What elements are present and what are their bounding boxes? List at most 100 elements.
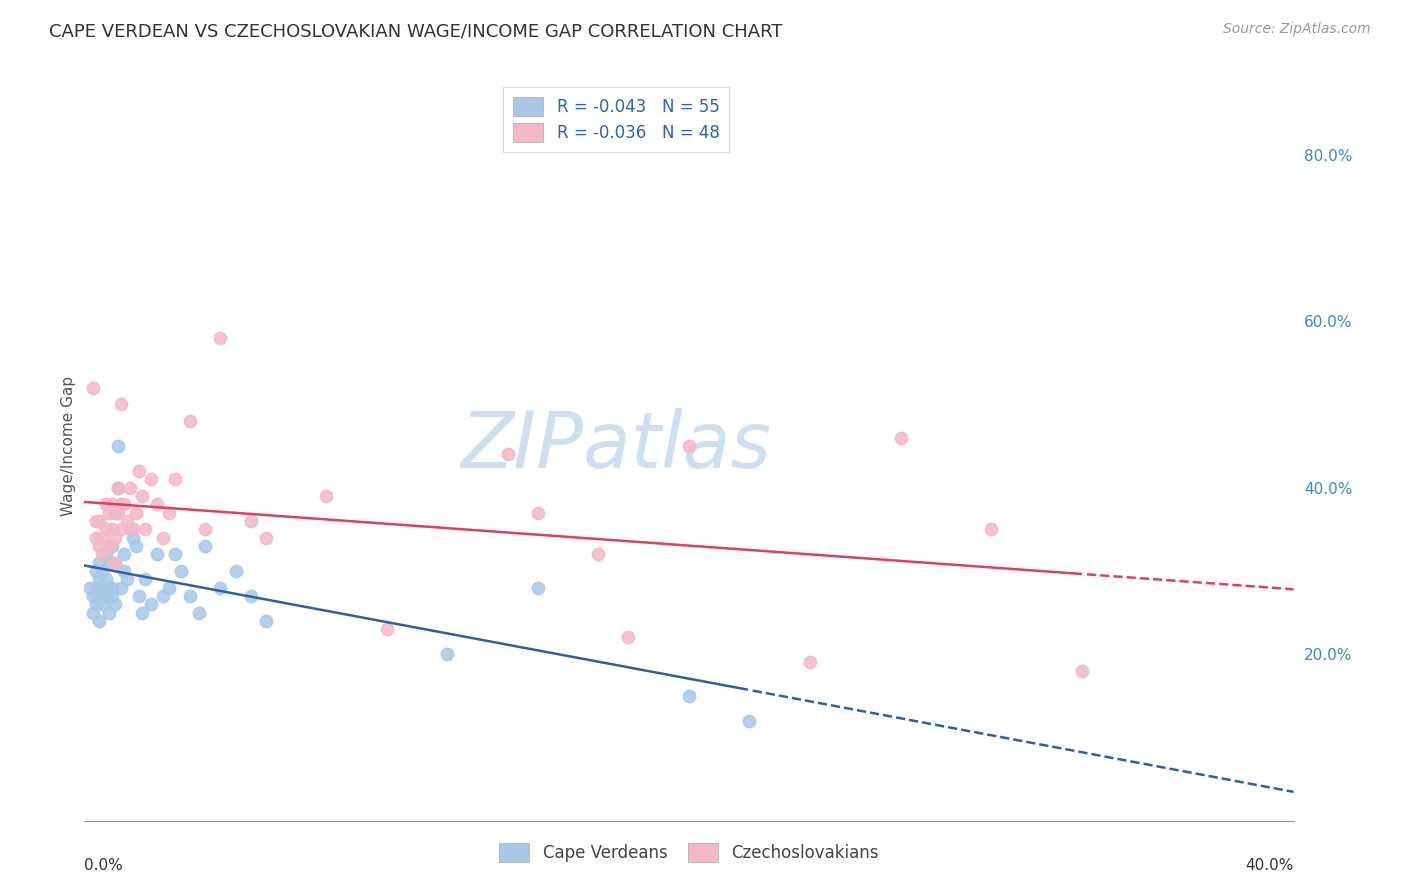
Point	[209, 581, 232, 595]
Point	[194, 522, 217, 536]
Point	[315, 489, 337, 503]
Point	[134, 572, 156, 586]
Point	[225, 564, 247, 578]
Point	[375, 622, 398, 636]
Point	[617, 631, 640, 645]
Point	[165, 472, 187, 486]
Point	[86, 597, 108, 611]
Point	[89, 581, 111, 595]
Point	[89, 539, 111, 553]
Point	[86, 564, 108, 578]
Point	[104, 597, 127, 611]
Text: CAPE VERDEAN VS CZECHOSLOVAKIAN WAGE/INCOME GAP CORRELATION CHART: CAPE VERDEAN VS CZECHOSLOVAKIAN WAGE/INC…	[49, 22, 783, 40]
Point	[82, 606, 104, 620]
Point	[678, 689, 700, 703]
Point	[112, 547, 135, 561]
Point	[94, 497, 117, 511]
Point	[94, 522, 117, 536]
Point	[89, 572, 111, 586]
Point	[118, 481, 141, 495]
Point	[588, 547, 610, 561]
Point	[104, 506, 127, 520]
Point	[91, 564, 114, 578]
Point	[89, 514, 111, 528]
Y-axis label: Wage/Income Gap: Wage/Income Gap	[60, 376, 76, 516]
Point	[131, 606, 153, 620]
Point	[157, 506, 180, 520]
Point	[254, 614, 277, 628]
Text: 40.0%: 40.0%	[1246, 858, 1294, 873]
Point	[100, 589, 122, 603]
Point	[170, 564, 193, 578]
Point	[118, 522, 141, 536]
Text: ZIPatlas: ZIPatlas	[461, 408, 772, 484]
Point	[97, 539, 120, 553]
Point	[125, 539, 148, 553]
Point	[97, 506, 120, 520]
Point	[89, 589, 111, 603]
Point	[254, 531, 277, 545]
Point	[82, 589, 104, 603]
Point	[179, 589, 201, 603]
Point	[112, 564, 135, 578]
Point	[209, 331, 232, 345]
Point	[104, 556, 127, 570]
Point	[139, 597, 162, 611]
Point	[799, 656, 821, 670]
Point	[97, 556, 120, 570]
Point	[89, 614, 111, 628]
Point	[82, 381, 104, 395]
Point	[97, 606, 120, 620]
Point	[91, 597, 114, 611]
Point	[107, 481, 129, 495]
Point	[146, 497, 169, 511]
Point	[100, 581, 122, 595]
Point	[239, 589, 262, 603]
Point	[496, 447, 519, 461]
Point	[527, 506, 550, 520]
Point	[239, 514, 262, 528]
Point	[91, 531, 114, 545]
Point	[1071, 664, 1094, 678]
Point	[131, 489, 153, 503]
Point	[110, 397, 132, 411]
Point	[115, 514, 138, 528]
Point	[738, 714, 761, 728]
Point	[89, 556, 111, 570]
Point	[121, 522, 143, 536]
Point	[110, 522, 132, 536]
Point	[678, 439, 700, 453]
Point	[86, 581, 108, 595]
Point	[436, 647, 458, 661]
Point	[134, 522, 156, 536]
Point	[107, 506, 129, 520]
Point	[97, 581, 120, 595]
Point	[157, 581, 180, 595]
Point	[890, 431, 912, 445]
Point	[107, 481, 129, 495]
Point	[121, 531, 143, 545]
Text: 0.0%: 0.0%	[84, 858, 124, 873]
Point	[112, 497, 135, 511]
Point	[107, 439, 129, 453]
Point	[115, 572, 138, 586]
Point	[104, 531, 127, 545]
Point	[110, 497, 132, 511]
Point	[139, 472, 162, 486]
Point	[100, 539, 122, 553]
Point	[152, 589, 174, 603]
Point	[94, 572, 117, 586]
Point	[152, 531, 174, 545]
Point	[94, 547, 117, 561]
Point	[980, 522, 1002, 536]
Point	[527, 581, 550, 595]
Point	[91, 547, 114, 561]
Point	[104, 556, 127, 570]
Point	[100, 522, 122, 536]
Point	[100, 497, 122, 511]
Point	[194, 539, 217, 553]
Point	[188, 606, 211, 620]
Point	[94, 589, 117, 603]
Point	[125, 506, 148, 520]
Point	[79, 581, 101, 595]
